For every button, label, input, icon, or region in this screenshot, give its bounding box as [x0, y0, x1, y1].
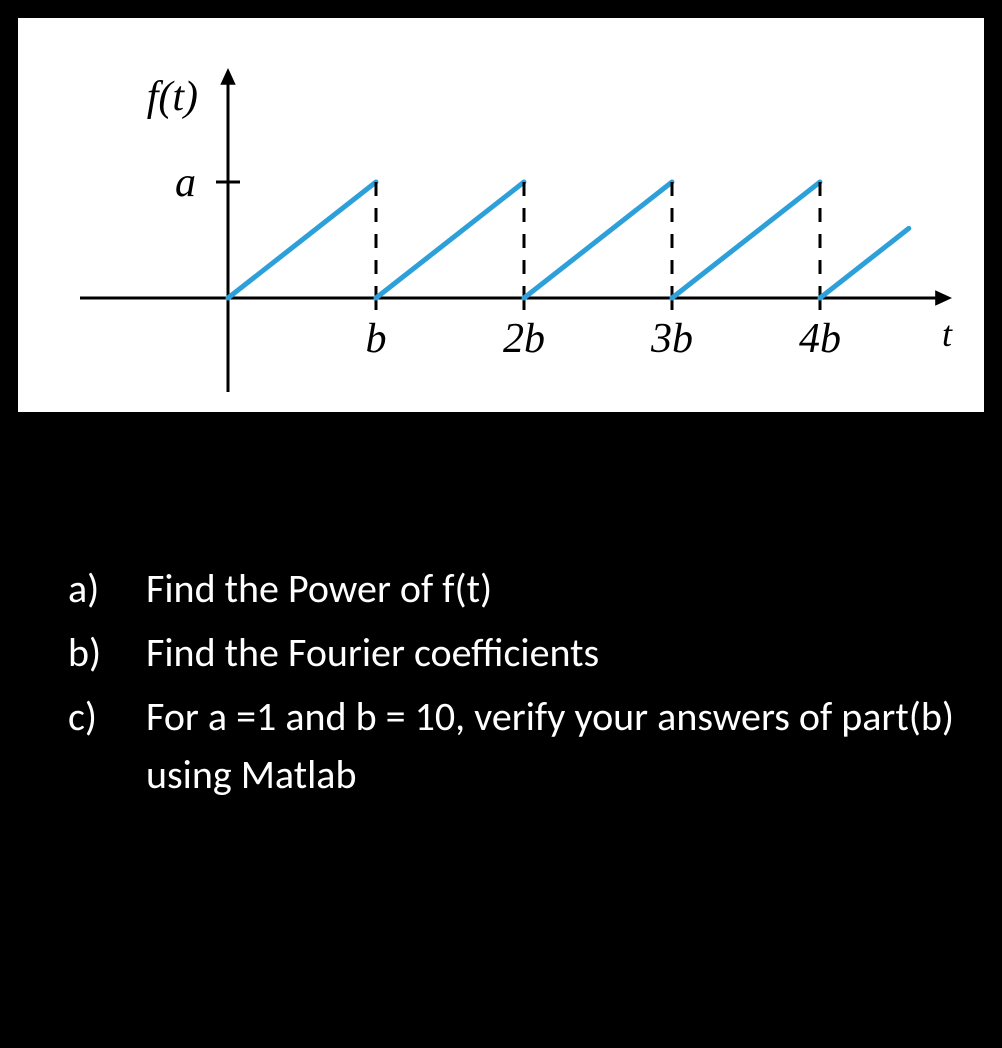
question-label: a) [68, 560, 146, 618]
svg-text:a: a [175, 160, 196, 206]
question-label: c) [68, 688, 146, 804]
svg-text:b: b [366, 316, 387, 362]
question-text: Find the Fourier coefficients [146, 624, 962, 682]
question-item: b) Find the Fourier coefficients [68, 624, 962, 682]
question-label: b) [68, 624, 146, 682]
page-root: b 2b 3b 4b f(t) a t a) Find the Power of f(t) … [0, 0, 1002, 1048]
figure-panel: b 2b 3b 4b f(t) a t [18, 18, 984, 412]
sawtooth-chart: b 2b 3b 4b f(t) a t [18, 18, 984, 412]
question-item: c) For a =1 and b = 10, verify your answ… [68, 688, 962, 804]
svg-text:f(t): f(t) [147, 74, 198, 120]
svg-text:4b: 4b [799, 316, 841, 362]
svg-text:3b: 3b [650, 316, 693, 362]
question-text: For a =1 and b = 10, verify your answers… [146, 688, 962, 804]
svg-text:t: t [942, 314, 953, 354]
question-text: Find the Power of f(t) [146, 560, 962, 618]
question-item: a) Find the Power of f(t) [68, 560, 962, 618]
svg-text:2b: 2b [503, 316, 545, 362]
question-list: a) Find the Power of f(t) b) Find the Fo… [68, 560, 962, 810]
